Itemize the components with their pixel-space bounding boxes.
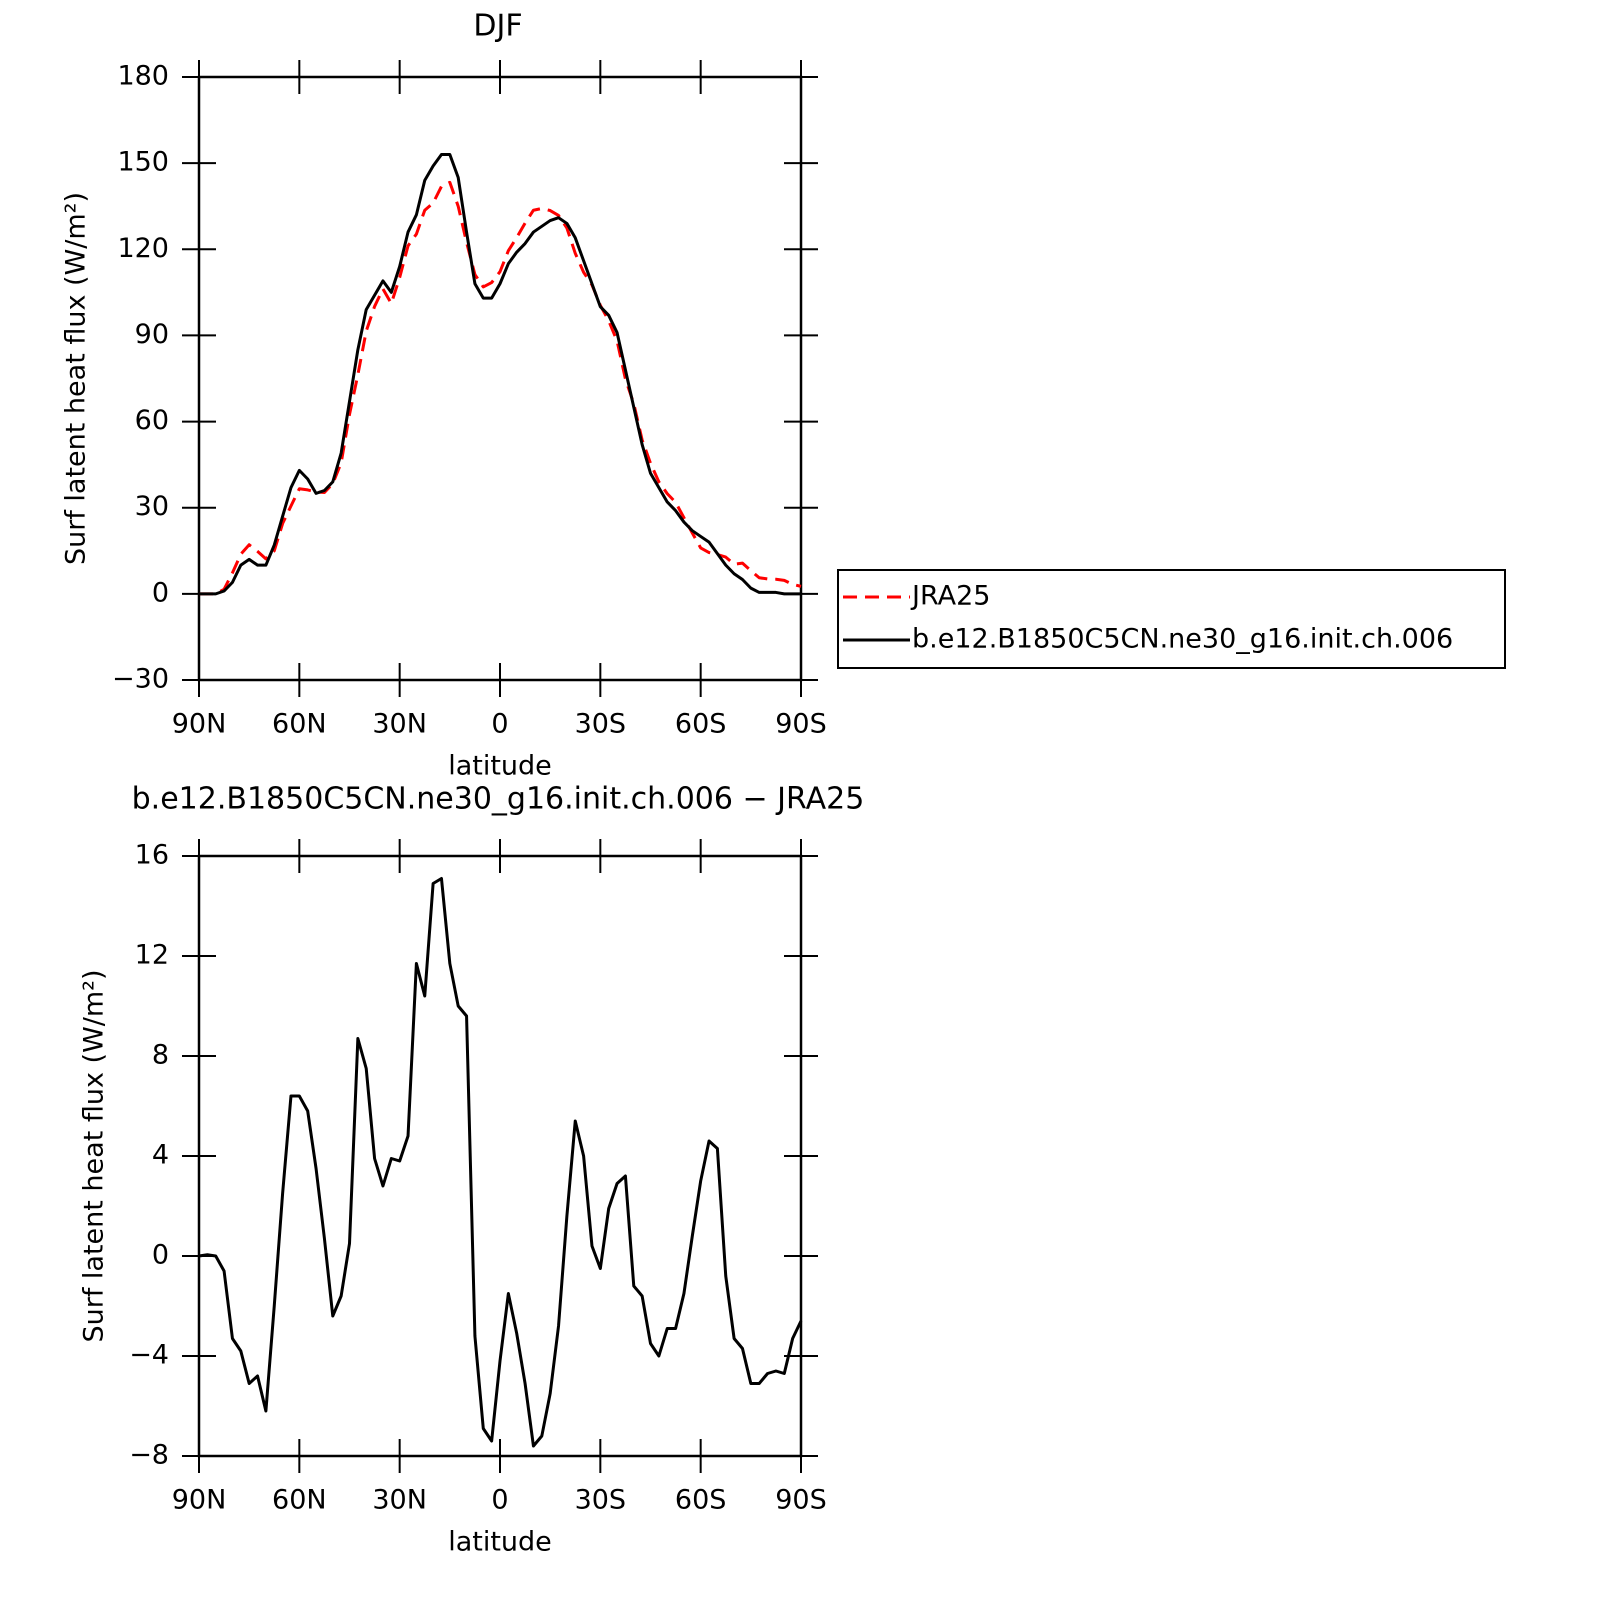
x-tick-label: 90S [775,709,827,740]
y-tick-label: 16 [135,840,169,871]
y-tick-label: −8 [129,1440,169,1471]
y-tick-label: 180 [117,61,169,92]
x-tick-label: 90N [172,709,227,740]
y-axis-label: Surf latent heat flux (W/m²) [61,192,92,565]
x-tick-label: 60S [675,709,727,740]
y-tick-label: 150 [117,147,169,178]
chart-title: DJF [473,9,522,44]
y-tick-label: 90 [135,319,169,350]
data-line [198,877,803,1448]
y-tick-label: 0 [152,577,169,608]
y-tick-label: 8 [152,1040,169,1071]
x-tick-label: 0 [491,709,508,740]
legend-label: b.e12.B1850C5CN.ne30_g16.init.ch.006 [912,624,1453,655]
y-axis-label: Surf latent heat flux (W/m²) [79,969,110,1342]
y-tick-label: 120 [117,233,169,264]
x-tick-label: 30S [575,1485,627,1516]
x-tick-label: 30N [372,1485,427,1516]
x-tick-label: 60S [675,1485,727,1516]
x-axis-label: latitude [448,751,552,782]
x-tick-label: 30N [372,709,427,740]
legend-label: JRA25 [910,581,990,612]
x-axis-label: latitude [448,1527,552,1558]
y-tick-label: 4 [152,1140,169,1171]
plot-frame [197,75,803,682]
x-tick-label: 30S [575,709,627,740]
y-tick-label: 30 [135,491,169,522]
x-tick-label: 0 [491,1485,508,1516]
y-tick-label: −30 [112,664,169,695]
y-tick-label: 60 [135,405,169,436]
x-tick-label: 90N [172,1485,227,1516]
chart-title: b.e12.B1850C5CN.ne30_g16.init.ch.006 − J… [132,782,865,817]
x-tick-label: 60N [272,709,327,740]
y-tick-label: 0 [152,1240,169,1271]
x-tick-label: 60N [272,1485,327,1516]
y-tick-label: 12 [135,940,169,971]
data-line [199,180,802,596]
y-tick-label: −4 [129,1340,169,1371]
x-tick-label: 90S [775,1485,827,1516]
data-line [199,153,801,596]
legend-box [837,569,1506,669]
